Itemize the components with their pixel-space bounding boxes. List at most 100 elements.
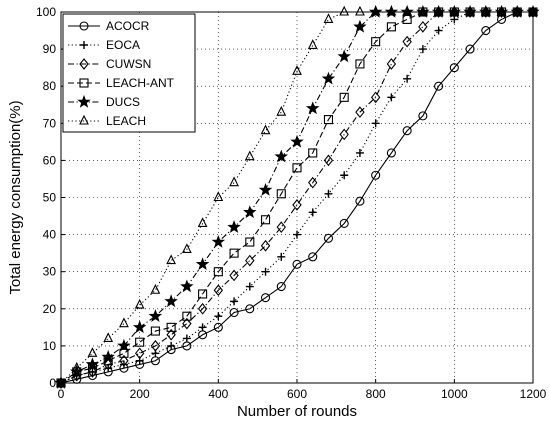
axis-ticks: 0 200 400 600 800 1000 1200 0 10 20 30 40 50 60 70 80 90… — [36, 5, 547, 401]
data-point — [496, 5, 507, 16]
data-point — [229, 269, 239, 282]
legend-item: LEACH — [68, 114, 146, 128]
data-point — [274, 149, 289, 163]
x-tick-label: 1200 — [520, 387, 547, 401]
legend-marker — [79, 114, 89, 125]
data-point — [418, 45, 427, 54]
data-point — [213, 267, 223, 277]
data-point — [197, 217, 208, 228]
x-tick-label: 200 — [130, 387, 150, 401]
data-point — [321, 71, 336, 85]
legend: ACOCR EOCA CUWSN LEACH-ANT DUCS LEACH — [62, 13, 196, 133]
data-point — [56, 376, 66, 387]
legend-item: CUWSN — [68, 57, 151, 71]
y-tick-label: 40 — [43, 228, 57, 242]
data-point — [418, 111, 428, 121]
data-point — [260, 124, 271, 135]
data-point — [418, 20, 428, 33]
data-point — [386, 5, 397, 16]
data-point — [164, 294, 178, 308]
legend-item: LEACH-ANT — [68, 76, 175, 90]
data-point — [308, 176, 318, 189]
data-point — [339, 128, 349, 141]
data-point — [323, 13, 334, 23]
data-point — [261, 267, 270, 276]
data-point — [182, 334, 191, 343]
data-point — [101, 349, 115, 363]
data-point — [117, 338, 131, 352]
data-point — [150, 326, 160, 336]
data-point — [308, 148, 318, 158]
data-point — [292, 199, 302, 211]
y-tick-label: 100 — [36, 5, 56, 19]
data-point — [276, 221, 286, 234]
data-point — [308, 252, 318, 262]
data-point — [245, 282, 254, 291]
data-point — [150, 284, 161, 294]
data-point — [276, 281, 286, 292]
data-point — [148, 309, 163, 322]
legend-marker — [79, 58, 89, 70]
data-point — [167, 341, 176, 350]
data-point — [402, 5, 413, 16]
data-point — [103, 332, 114, 343]
data-point — [434, 81, 444, 91]
data-point — [87, 347, 98, 357]
data-point — [449, 63, 459, 73]
data-point — [87, 365, 98, 378]
data-point — [386, 58, 397, 70]
data-point — [227, 220, 241, 233]
data-point — [198, 323, 207, 332]
data-point — [245, 237, 255, 247]
data-point — [355, 5, 365, 16]
data-point — [104, 364, 113, 373]
data-point — [211, 234, 226, 248]
data-point — [260, 239, 271, 252]
data-point — [292, 65, 302, 75]
data-point — [182, 317, 192, 330]
data-point — [480, 5, 491, 16]
data-point — [150, 340, 161, 352]
data-point — [119, 317, 129, 328]
data-point — [402, 126, 412, 136]
data-point — [387, 93, 396, 102]
data-point — [370, 91, 381, 104]
data-point — [355, 196, 365, 206]
x-tick-label: 400 — [208, 387, 228, 401]
data-point — [339, 92, 349, 102]
data-point — [166, 328, 176, 341]
legend-label: EOCA — [106, 38, 140, 52]
data-point — [134, 298, 145, 309]
data-point — [386, 22, 396, 32]
data-point — [260, 293, 271, 303]
y-tick-label: 30 — [43, 265, 57, 279]
data-point — [403, 74, 412, 83]
data-point — [180, 279, 194, 293]
data-point — [479, 4, 493, 18]
data-point — [339, 218, 349, 229]
data-point — [370, 5, 381, 16]
data-point — [323, 154, 334, 167]
data-point — [353, 19, 367, 33]
data-point — [119, 360, 128, 369]
legend-marker — [79, 21, 89, 31]
data-point — [195, 257, 210, 271]
y-tick-label: 80 — [43, 79, 57, 93]
legend-marker — [79, 78, 89, 88]
data-point — [371, 119, 380, 128]
data-point — [481, 25, 491, 36]
legend-marker — [77, 94, 91, 108]
x-tick-label: 800 — [366, 387, 386, 401]
x-tick-label: 600 — [287, 387, 307, 401]
data-point — [290, 134, 304, 148]
data-point — [213, 191, 224, 202]
data-point — [323, 233, 334, 243]
data-point — [371, 37, 381, 47]
data-point — [181, 243, 192, 253]
data-point — [292, 163, 302, 173]
data-point — [134, 347, 145, 360]
data-point — [277, 252, 286, 261]
data-point — [324, 189, 333, 198]
data-point — [229, 307, 239, 318]
data-point — [260, 215, 271, 225]
